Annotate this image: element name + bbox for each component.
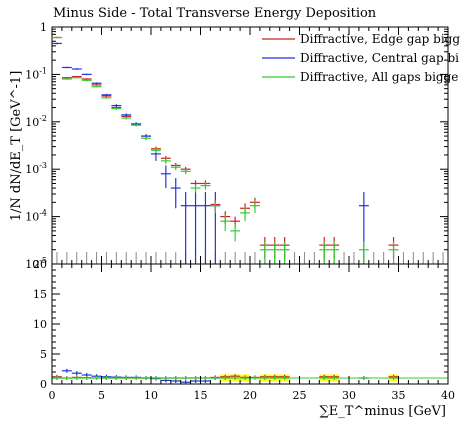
main-panel: 10-5 10-4 10-3 10-2 10-1 1 Diffractive, Edge …: [9, 21, 460, 271]
ratio-y-ticks: 0 5 10 15 20: [33, 258, 448, 391]
ratio-y-tick-label: 0: [40, 378, 47, 391]
main-series-marks: [52, 36, 399, 264]
main-y-ticks: 10-5 10-4 10-3 10-2 10-1 1: [25, 21, 448, 271]
legend: Diffractive, Edge gap bigg Diffractive, C…: [262, 32, 460, 84]
main-y-tick-label: 10-2: [25, 114, 47, 129]
x-tick-label: 10: [144, 389, 158, 402]
x-tick-label: 5: [98, 389, 105, 402]
ratio-y-tick-label: 15: [33, 288, 47, 301]
ratio-y-tick-label: 10: [33, 318, 47, 331]
x-tick-label: 20: [243, 389, 257, 402]
ratio-frame: [51, 263, 449, 385]
x-tick-label: 0: [49, 389, 56, 402]
legend-label: Diffractive, Central gap bi: [300, 51, 459, 65]
x-axis-label: ∑E_T^minus [GeV]: [320, 404, 446, 419]
main-y-tick-label: 1: [40, 21, 47, 34]
ratio-panel: 0 5 10 15 20 0 5 10 15 20 25 30 35 40 ∑E_T^minus [Ge…: [33, 258, 455, 419]
legend-label: Diffractive, All gaps bigge: [300, 70, 458, 84]
y-axis-label: 1/N dN/dE_T [GeV^-1]: [9, 71, 24, 222]
main-x-ticks: [51, 27, 449, 264]
legend-label: Diffractive, Edge gap bigg: [300, 32, 460, 46]
x-tick-label: 25: [293, 389, 307, 402]
main-y-tick-label: 10-4: [25, 209, 47, 224]
x-tick-label: 30: [342, 389, 356, 402]
x-tick-label: 40: [441, 389, 455, 402]
x-axis-ticks: 0 5 10 15 20 25 30 35 40: [49, 264, 455, 402]
x-tick-label: 15: [194, 389, 208, 402]
x-tick-label: 35: [392, 389, 406, 402]
chart-title: Minus Side - Total Transverse Energy Dep…: [53, 6, 377, 21]
ratio-y-tick-label: 20: [33, 258, 47, 271]
main-y-tick-label: 10-5: [25, 256, 47, 271]
ratio-y-tick-label: 5: [40, 348, 47, 361]
main-y-tick-label: 10-3: [25, 161, 47, 176]
main-y-tick-label: 10-1: [25, 66, 47, 81]
